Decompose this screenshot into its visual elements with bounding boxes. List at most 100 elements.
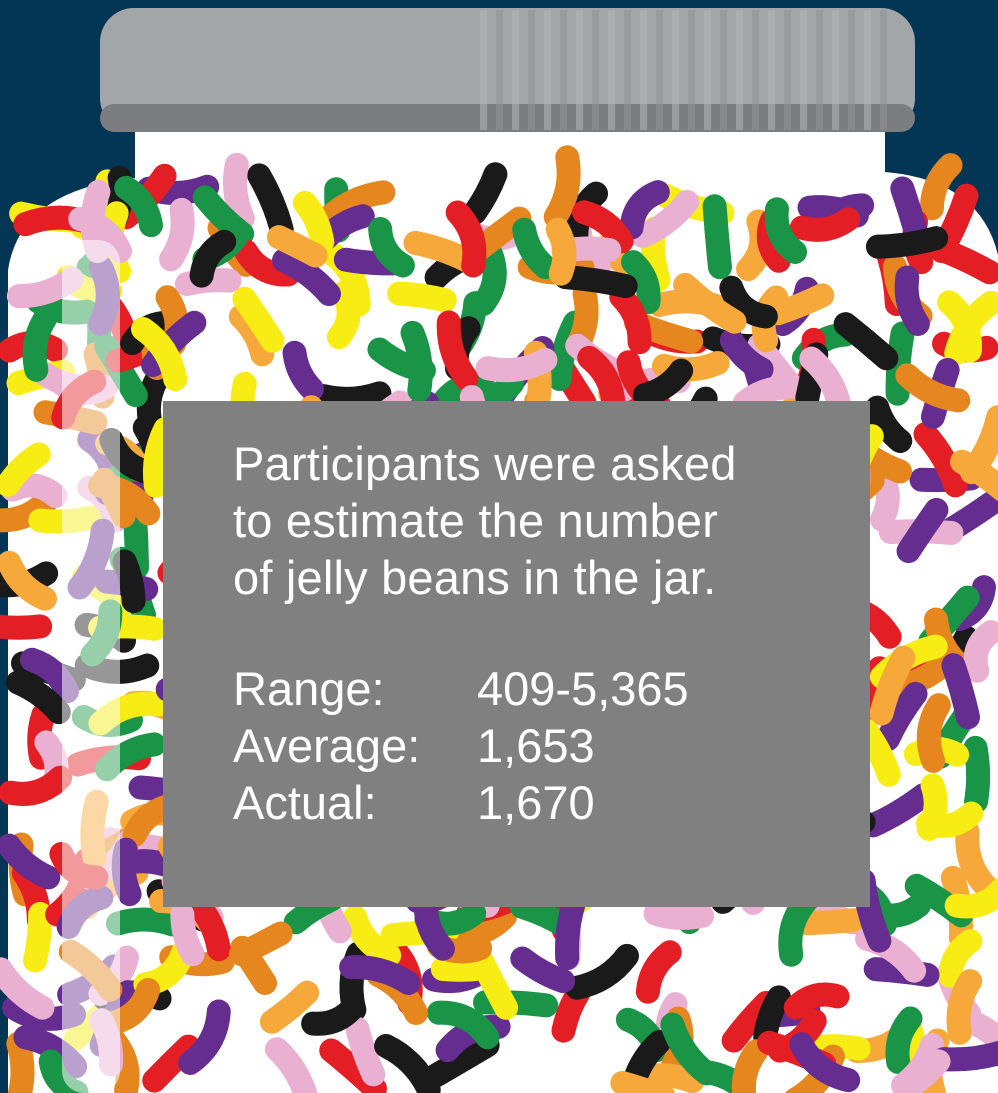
jelly-bean (944, 877, 998, 919)
jelly-bean (764, 197, 808, 264)
jelly-bean (271, 248, 342, 306)
lid-ridge (544, 10, 551, 130)
jelly-bean (136, 367, 169, 443)
jelly-bean (919, 153, 963, 221)
jelly-bean (794, 907, 874, 936)
jelly-bean (753, 985, 791, 1049)
jelly-bean (885, 321, 915, 406)
jelly-bean (865, 226, 949, 259)
jelly-bean (0, 957, 55, 1020)
jelly-bean (789, 1032, 861, 1093)
jelly-bean (885, 1006, 923, 1074)
lid-ridge (864, 10, 871, 130)
jelly-bean (189, 229, 237, 288)
jelly-bean (660, 1012, 719, 1086)
jelly-bean (343, 905, 402, 968)
jelly-bean (38, 1049, 89, 1093)
stat-value: 1,670 (477, 776, 595, 829)
lid-ridge (576, 10, 583, 130)
lid-ridge (784, 10, 791, 130)
lid-ridge (528, 10, 535, 130)
jelly-bean (783, 982, 850, 1020)
jelly-bean (105, 907, 185, 937)
lid-ridge (768, 10, 775, 130)
jelly-bean (565, 943, 639, 1000)
jelly-bean (400, 320, 433, 403)
jelly-bean (896, 497, 949, 564)
lid-ridge (512, 10, 519, 130)
jelly-bean (462, 162, 508, 225)
lid-ridge (672, 10, 679, 130)
lid-ridge (624, 10, 631, 130)
jelly-bean (114, 175, 163, 238)
jelly-bean (292, 190, 335, 254)
stat-label: Range: (233, 662, 385, 715)
lid-ridge (800, 10, 807, 130)
jelly-bean (633, 1063, 705, 1093)
jelly-bean (233, 239, 301, 287)
jelly-bean (949, 449, 998, 503)
jelly-bean (387, 281, 457, 313)
stat-row-actual: Actual: 1,670 (233, 774, 870, 831)
jelly-bean (374, 1034, 441, 1093)
stats-list: Range: 409-5,365 Average: 1,653 Actual: … (233, 660, 870, 831)
jelly-bean (111, 837, 142, 907)
lid-ridge (816, 10, 823, 130)
jelly-bean (512, 217, 558, 280)
jelly-bean (470, 950, 519, 1020)
lid-ridge (608, 10, 615, 130)
lid-ridge (496, 10, 503, 130)
lid-ridge (656, 10, 663, 130)
jar-lid (100, 8, 915, 132)
lid-ridge (560, 10, 567, 130)
stat-value: 1,653 (477, 719, 595, 772)
jelly-bean (543, 145, 581, 229)
jelly-bean (938, 929, 983, 988)
jelly-bean (159, 197, 195, 272)
intro-line: Participants were asked (233, 437, 737, 490)
jelly-bean (471, 242, 507, 317)
jelly-bean (869, 645, 916, 726)
intro-text: Participants were asked to estimate the … (233, 435, 870, 606)
jelly-bean (944, 290, 998, 366)
jelly-bean (315, 180, 396, 231)
jelly-bean (6, 1031, 35, 1093)
lid-ridge (640, 10, 647, 130)
lid-ridge (848, 10, 855, 130)
jelly-bean (577, 345, 626, 412)
lid-ridge (688, 10, 695, 130)
jelly-bean (732, 375, 797, 415)
jelly-bean (0, 833, 61, 890)
lid-ridge (480, 10, 487, 130)
jelly-bean (553, 265, 638, 299)
intro-line: of jelly beans in the jar. (233, 551, 717, 604)
jelly-bean (673, 272, 747, 334)
jelly-bean (170, 902, 205, 967)
jelly-bean (112, 549, 146, 614)
jelly-bean (941, 653, 981, 730)
intro-line: to estimate the number (233, 494, 719, 547)
stat-label: Actual: (233, 776, 377, 829)
jelly-bean (932, 1039, 998, 1072)
jelly-bean (766, 283, 835, 326)
jelly-bean (630, 189, 700, 248)
jelly-bean (916, 773, 948, 841)
jelly-bean (445, 200, 487, 278)
jelly-bean (860, 783, 936, 838)
jelly-bean (223, 152, 255, 231)
jelly-bean (259, 980, 320, 1034)
jelly-bean (436, 310, 479, 391)
jelly-bean (510, 946, 576, 994)
jelly-bean (632, 358, 694, 408)
jelly-bean (339, 955, 421, 996)
jelly-bean (894, 265, 930, 336)
jelly-bean (311, 381, 392, 411)
jelly-bean (890, 176, 929, 246)
jelly-bean (282, 340, 324, 402)
jelly-bean (444, 904, 518, 950)
jelly-bean (963, 620, 998, 683)
jelly-bean (833, 312, 899, 371)
jelly-bean (326, 281, 361, 350)
jelly-bean (719, 328, 774, 382)
lid-ridge (752, 10, 759, 130)
